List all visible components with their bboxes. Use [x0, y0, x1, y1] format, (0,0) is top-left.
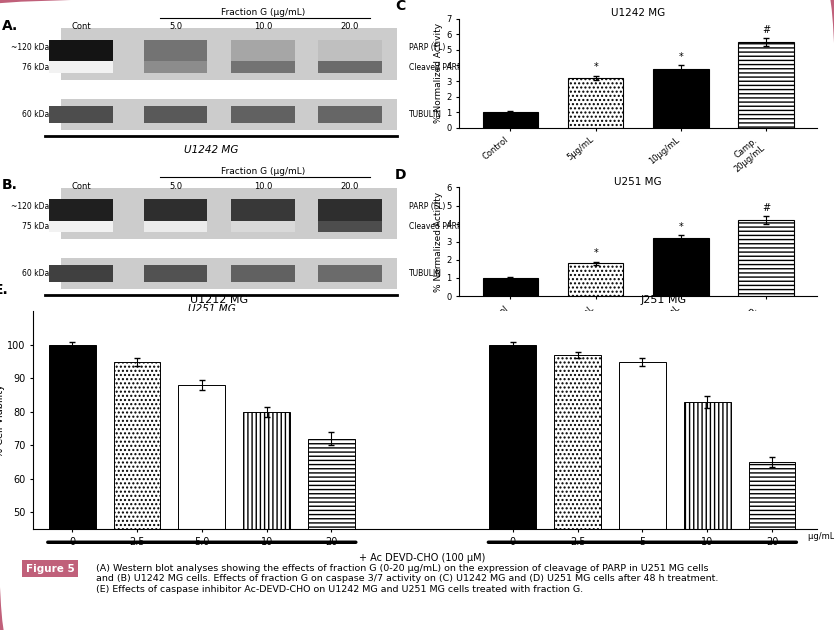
Text: ~120 kDa: ~120 kDa [11, 202, 49, 211]
Bar [319, 61, 382, 73]
Y-axis label: % Cell Viability: % Cell Viability [0, 384, 4, 457]
Bar [61, 258, 398, 289]
Bar [490, 345, 536, 630]
Bar [144, 220, 208, 232]
Bar [483, 112, 538, 128]
Bar [319, 40, 382, 61]
Text: J251 MG: J251 MG [641, 295, 686, 305]
Bar [619, 362, 666, 630]
Text: E.: E. [0, 283, 9, 297]
Bar [49, 199, 113, 220]
Text: Fraction G (μg/mL): Fraction G (μg/mL) [221, 8, 305, 16]
Bar [319, 106, 382, 123]
Bar [684, 402, 731, 630]
Bar [738, 42, 794, 128]
Bar [144, 106, 208, 123]
Text: *: * [679, 222, 683, 232]
Text: 10.0: 10.0 [254, 23, 272, 32]
Bar [49, 345, 96, 630]
Bar [483, 278, 538, 296]
Bar [61, 188, 398, 239]
Bar [555, 355, 601, 630]
Bar [244, 412, 290, 630]
Bar [231, 220, 294, 232]
Text: TUBULIN: TUBULIN [409, 110, 442, 119]
Bar [144, 199, 208, 220]
Bar [568, 78, 623, 128]
Bar [231, 61, 294, 73]
Title: U251 MG: U251 MG [615, 176, 662, 186]
Text: U251 MG: U251 MG [188, 304, 235, 314]
Bar [49, 265, 113, 282]
Bar [319, 199, 382, 220]
Y-axis label: % Normalized Activity: % Normalized Activity [435, 192, 444, 292]
Text: μg/mL  Fraction G: μg/mL Fraction G [807, 532, 834, 541]
Text: *: * [593, 62, 598, 72]
Text: PARP (FL): PARP (FL) [409, 43, 445, 52]
Text: Cont: Cont [71, 23, 91, 32]
Text: 20.0: 20.0 [341, 23, 359, 32]
Bar [653, 238, 709, 296]
Bar [231, 40, 294, 61]
Bar [319, 220, 382, 232]
Bar [231, 199, 294, 220]
Text: 5.0: 5.0 [169, 181, 183, 191]
Text: *: * [679, 52, 683, 62]
Bar [231, 106, 294, 123]
Text: *: * [593, 248, 598, 258]
Text: ~120 kDa: ~120 kDa [11, 43, 49, 52]
Text: Fraction G (μg/mL): Fraction G (μg/mL) [221, 167, 305, 176]
Bar [61, 99, 398, 130]
Text: 76 kDa: 76 kDa [22, 63, 49, 72]
Bar [231, 265, 294, 282]
Text: Figure 5: Figure 5 [26, 564, 74, 574]
Text: 10.0: 10.0 [254, 181, 272, 191]
Text: U1212 MG: U1212 MG [189, 295, 248, 305]
Text: TUBULIN: TUBULIN [409, 269, 442, 278]
Bar [568, 263, 623, 296]
Text: C: C [394, 0, 405, 13]
Bar [49, 40, 113, 61]
Text: D: D [394, 168, 406, 181]
Text: B.: B. [2, 178, 18, 192]
Text: (A) Western blot analyses showing the effects of fraction G (0-20 μg/mL) on the : (A) Western blot analyses showing the ef… [96, 564, 718, 593]
Bar [319, 265, 382, 282]
Text: A.: A. [2, 19, 18, 33]
Bar [113, 362, 160, 630]
Bar [308, 438, 354, 630]
Bar [144, 40, 208, 61]
Text: PARP (FL): PARP (FL) [409, 202, 445, 211]
Bar [144, 265, 208, 282]
Text: 60 kDa: 60 kDa [22, 110, 49, 119]
Text: Cleaved PARP: Cleaved PARP [409, 222, 462, 231]
Bar [653, 69, 709, 128]
Y-axis label: % Normalized Activity: % Normalized Activity [435, 23, 444, 123]
Bar [61, 28, 398, 80]
Text: Cont: Cont [71, 181, 91, 191]
Text: 75 kDa: 75 kDa [22, 222, 49, 231]
Bar [49, 61, 113, 73]
Text: Cleaved PARP: Cleaved PARP [409, 63, 462, 72]
Bar [749, 462, 796, 630]
Title: U1242 MG: U1242 MG [611, 8, 666, 18]
Bar [144, 61, 208, 73]
Text: 5.0: 5.0 [169, 23, 183, 32]
Text: 20.0: 20.0 [341, 181, 359, 191]
Bar [738, 220, 794, 296]
Bar [49, 220, 113, 232]
Text: 60 kDa: 60 kDa [22, 269, 49, 278]
Bar [49, 106, 113, 123]
Text: #: # [762, 203, 771, 213]
Text: + Ac DEVD-CHO (100 μM): + Ac DEVD-CHO (100 μM) [359, 553, 485, 563]
Text: #: # [762, 25, 771, 35]
Text: U1242 MG: U1242 MG [184, 145, 239, 155]
Bar [178, 385, 225, 630]
